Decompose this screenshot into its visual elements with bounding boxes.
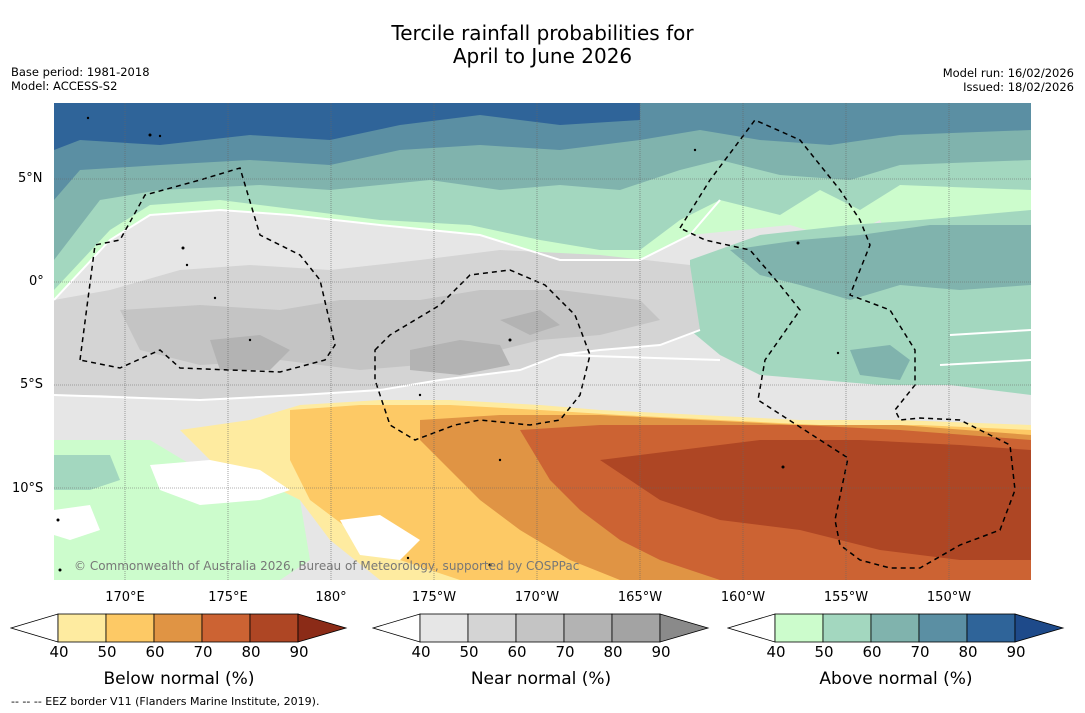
lon-label-170w: 170°W <box>514 590 560 605</box>
map-fields <box>54 103 1031 580</box>
cb1-tick-90: 90 <box>651 643 671 661</box>
cb2-tick-40: 40 <box>766 643 786 661</box>
cb0-tick-60: 60 <box>145 643 165 661</box>
no-signal-patch-1 <box>150 460 290 505</box>
lat-label-5s: 5°S <box>20 377 44 392</box>
no-signal-patch-2 <box>54 505 100 540</box>
colorbar-2-bin-4 <box>966 613 1016 643</box>
colorbar-1-high-extend <box>659 613 710 643</box>
cb0-label: Below normal (%) <box>103 669 255 689</box>
title-line-2: April to June 2026 <box>452 44 633 68</box>
contour-line-north <box>54 199 721 301</box>
island-markers <box>56 116 840 572</box>
colorbar-0-low-extend <box>10 613 59 643</box>
lat-label-10s: 10°S <box>12 481 44 496</box>
cb2-tick-80: 80 <box>958 643 978 661</box>
colorbar-above-normal <box>727 613 1065 643</box>
eez-border-3 <box>679 119 1016 569</box>
colorbar-2-bin-3 <box>918 613 968 643</box>
lon-label-170e: 170°E <box>105 590 145 605</box>
lon-label-180: 180° <box>315 590 347 605</box>
colorbar-0-bin-4 <box>249 613 299 643</box>
lon-label-150w: 150°W <box>926 590 972 605</box>
cb2-tick-90: 90 <box>1006 643 1026 661</box>
above-normal-east-60 <box>730 225 1031 300</box>
cb1-label: Near normal (%) <box>470 669 612 689</box>
above-normal-sw-50 <box>54 455 120 490</box>
colorbar-2-bin-1 <box>822 613 872 643</box>
eez-border-2 <box>374 269 591 441</box>
colorbar-1-bin-1 <box>467 613 517 643</box>
cb1-tick-40: 40 <box>411 643 431 661</box>
colorbar-2-high-extend <box>1014 613 1065 643</box>
lon-label-165w: 165°W <box>617 590 663 605</box>
eez-footnote: -- -- -- EEZ border V11 (Flanders Marine… <box>11 695 320 708</box>
cb0-tick-50: 50 <box>97 643 117 661</box>
colorbar-below-normal <box>10 613 348 643</box>
colorbar-1-bin-4 <box>611 613 661 643</box>
lat-label-0: 0° <box>29 274 44 289</box>
cb0-tick-90: 90 <box>289 643 309 661</box>
colorbar-2-low-extend <box>727 613 776 643</box>
map-title: Tercile rainfall probabilities for April… <box>0 22 1085 68</box>
above-normal-north-80 <box>54 103 640 150</box>
below-normal-80 <box>600 440 1031 560</box>
near-normal-70 <box>210 310 560 375</box>
colorbar-1-low-extend <box>372 613 421 643</box>
cb1-tick-70: 70 <box>555 643 575 661</box>
cb0-tick-40: 40 <box>49 643 69 661</box>
lat-label-5n: 5°N <box>18 171 43 186</box>
colorbar-0-high-extend <box>297 613 348 643</box>
cb0-tick-70: 70 <box>193 643 213 661</box>
lon-label-175e: 175°E <box>208 590 248 605</box>
cb2-tick-60: 60 <box>862 643 882 661</box>
colorbar-1-bin-2 <box>515 613 565 643</box>
colorbar-0-bin-0 <box>57 613 107 643</box>
lon-label-155w: 155°W <box>823 590 869 605</box>
colorbar-near-normal <box>372 613 710 643</box>
cb2-tick-50: 50 <box>814 643 834 661</box>
no-signal-patch-3 <box>340 515 420 560</box>
lon-label-175w: 175°W <box>411 590 457 605</box>
lon-label-160w: 160°W <box>720 590 766 605</box>
title-line-1: Tercile rainfall probabilities for <box>391 21 694 45</box>
above-normal-east-mid <box>850 345 910 380</box>
meta-left: Base period: 1981-2018 Model: ACCESS-S2 <box>11 65 150 93</box>
cb2-label: Above normal (%) <box>819 669 973 689</box>
colorbar-0-bin-3 <box>201 613 251 643</box>
colorbar-0-bin-1 <box>105 613 155 643</box>
model-run: Model run: 16/02/2026 <box>942 66 1074 80</box>
base-period: Base period: 1981-2018 <box>11 65 150 79</box>
colorbar-2-bin-0 <box>774 613 824 643</box>
colorbar-1-bin-3 <box>563 613 613 643</box>
model-name: Model: ACCESS-S2 <box>11 79 118 93</box>
cb0-tick-80: 80 <box>241 643 261 661</box>
cb1-tick-50: 50 <box>459 643 479 661</box>
colorbar-0-bin-2 <box>153 613 203 643</box>
cb1-tick-80: 80 <box>603 643 623 661</box>
meta-right: Model run: 16/02/2026 Issued: 18/02/2026 <box>943 66 1074 94</box>
issued-date: Issued: 18/02/2026 <box>963 80 1074 94</box>
contour-line-south <box>54 329 701 402</box>
colorbar-2-bin-2 <box>870 613 920 643</box>
gridlines <box>54 103 1031 580</box>
cb1-tick-60: 60 <box>507 643 527 661</box>
copyright-notice: © Commonwealth of Australia 2026, Bureau… <box>74 559 580 573</box>
colorbar-1-bin-0 <box>419 613 469 643</box>
cb2-tick-70: 70 <box>910 643 930 661</box>
